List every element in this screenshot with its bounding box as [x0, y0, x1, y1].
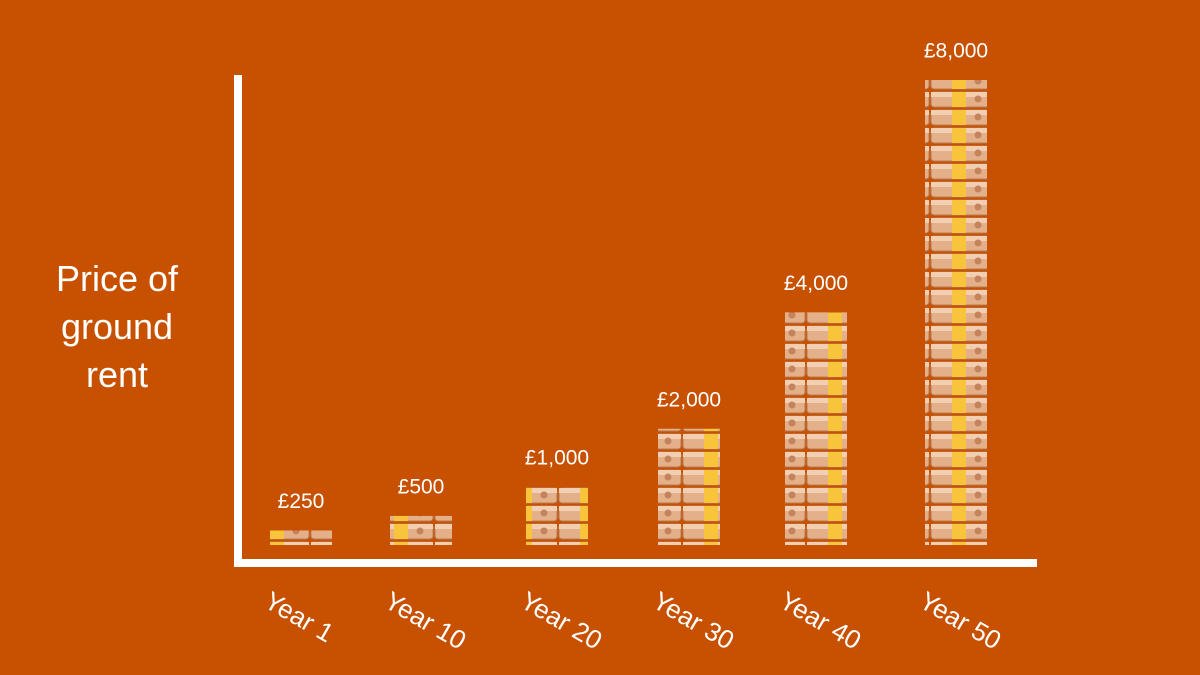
- x-tick-label: Year 10: [380, 585, 472, 655]
- bar: [658, 428, 720, 545]
- value-label: £2,000: [657, 388, 721, 411]
- value-label: £8,000: [924, 40, 988, 63]
- value-label: £500: [398, 475, 445, 498]
- x-tick-label: Year 40: [775, 585, 867, 655]
- bar: [785, 312, 847, 545]
- x-tick-label: Year 1: [260, 585, 339, 648]
- bar: [925, 80, 987, 545]
- bar: [270, 530, 332, 545]
- value-label: £4,000: [784, 272, 848, 295]
- x-tick-label: Year 50: [915, 585, 1007, 655]
- y-axis-label: Price of ground rent: [55, 258, 179, 395]
- value-label: £250: [278, 490, 325, 513]
- x-tick-label: Year 30: [648, 585, 740, 655]
- value-label: £1,000: [525, 446, 589, 469]
- x-tick-label: Year 20: [516, 585, 608, 655]
- bar: [526, 486, 588, 545]
- bar: [390, 515, 452, 545]
